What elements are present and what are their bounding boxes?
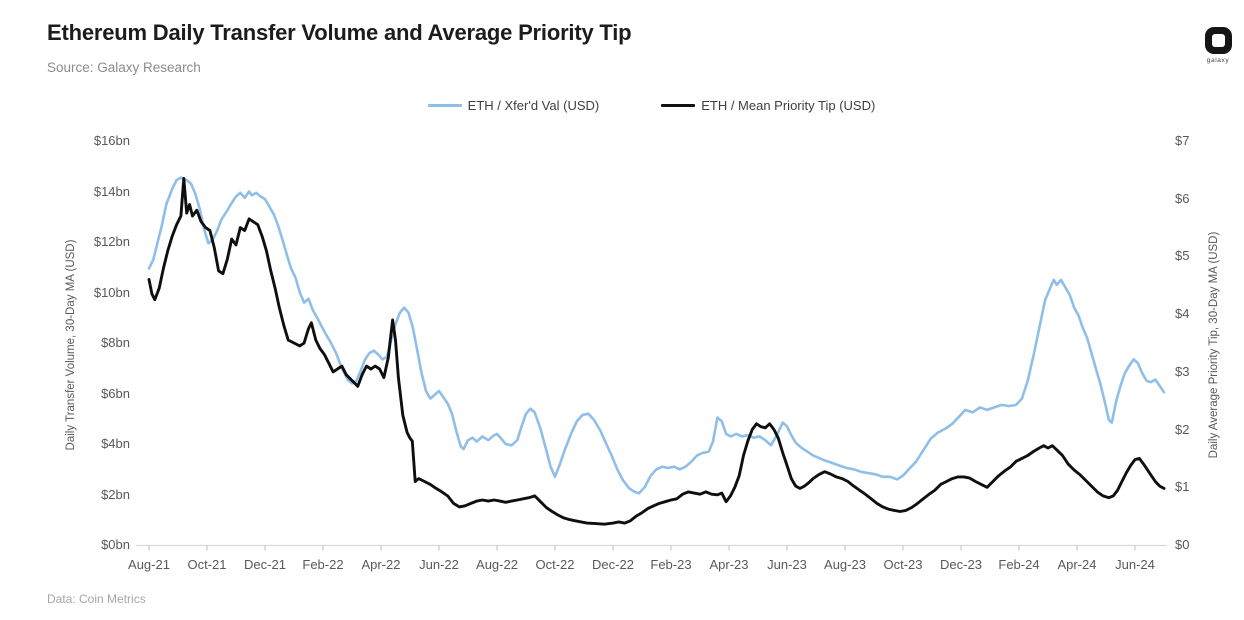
- x-axis-tick-label: Aug-23: [824, 557, 866, 572]
- y-axis-left-tick-label: $12bn: [93, 234, 130, 249]
- y-axis-right-tick-label: $1: [1175, 479, 1190, 495]
- legend-label: ETH / Mean Priority Tip (USD): [701, 98, 876, 113]
- y-axis-right-tick-label: $3: [1175, 363, 1190, 379]
- y-axis-left-tick-label: $10bn: [93, 284, 130, 300]
- x-axis-tick-label: Dec-22: [592, 557, 634, 572]
- x-axis-tick-label: Oct-23: [883, 557, 923, 572]
- x-axis-tick-label: Feb-24: [998, 557, 1040, 572]
- x-axis-tick-label: Aug-22: [476, 557, 518, 572]
- x-axis-tick-label: Dec-21: [244, 557, 286, 572]
- line-swatch-icon: [427, 104, 462, 107]
- x-axis-tick-label: Feb-22: [302, 557, 344, 572]
- data-source-note: Data: Coin Metrics: [47, 592, 146, 606]
- x-axis-tick-label: Jun-24: [1115, 557, 1155, 572]
- x-axis-tick-label: Jun-22: [419, 557, 459, 572]
- y-axis-left-tick-label: $16bn: [93, 133, 130, 148]
- galaxy-logo: galaxy: [1196, 27, 1240, 64]
- y-axis-left-tick-label: $6bn: [101, 385, 130, 401]
- line-swatch-icon: [661, 103, 696, 108]
- y-axis-right-tick-label: $0: [1175, 537, 1190, 552]
- x-axis-tick-label: Apr-22: [361, 557, 401, 572]
- x-axis-tick-label: Apr-24: [1057, 557, 1097, 572]
- legend-item-priority-tip: ETH / Mean Priority Tip (USD): [661, 98, 875, 113]
- x-axis-tick-label: Feb-23: [650, 557, 692, 572]
- y-axis-right-tick-label: $2: [1175, 421, 1190, 437]
- series-line-priority-tip: [147, 177, 1166, 526]
- x-axis-tick-label: Jun-23: [767, 557, 807, 572]
- y-axis-right-tick-label: $4: [1175, 306, 1190, 322]
- page-title: Ethereum Daily Transfer Volume and Avera…: [47, 20, 632, 45]
- y-axis-left-tick-label: $14bn: [93, 183, 130, 199]
- y-axis-left-tick-label: $0bn: [101, 537, 130, 552]
- y-axis-left-tick-label: $4bn: [101, 436, 130, 451]
- x-axis-tick-label: Oct-21: [187, 557, 227, 572]
- galaxy-logo-icon: [1204, 27, 1232, 54]
- series-line-transfer-volume: [147, 176, 1166, 495]
- legend-label: ETH / Xfer'd Val (USD): [467, 98, 600, 113]
- chart-legend: ETH / Xfer'd Val (USD) ETH / Mean Priori…: [136, 98, 1167, 113]
- legend-item-transfer-volume: ETH / Xfer'd Val (USD): [427, 98, 600, 113]
- x-axis-tick-label: Apr-23: [709, 557, 749, 572]
- x-axis-tick-label: Dec-23: [940, 557, 982, 572]
- y-axis-left-tick-label: $2bn: [101, 486, 130, 502]
- y-axis-right-tick-label: $5: [1175, 248, 1190, 264]
- y-axis-left-tick-label: $8bn: [101, 335, 130, 350]
- y-axis-right-tick-label: $7: [1175, 133, 1190, 148]
- galaxy-logo-wordmark: galaxy: [1206, 57, 1230, 64]
- source-note: Source: Galaxy Research: [47, 60, 201, 75]
- y-axis-right-tick-label: $6: [1175, 190, 1190, 206]
- x-axis-tick-label: Oct-22: [535, 557, 575, 572]
- x-axis-tick-label: Aug-21: [128, 557, 170, 572]
